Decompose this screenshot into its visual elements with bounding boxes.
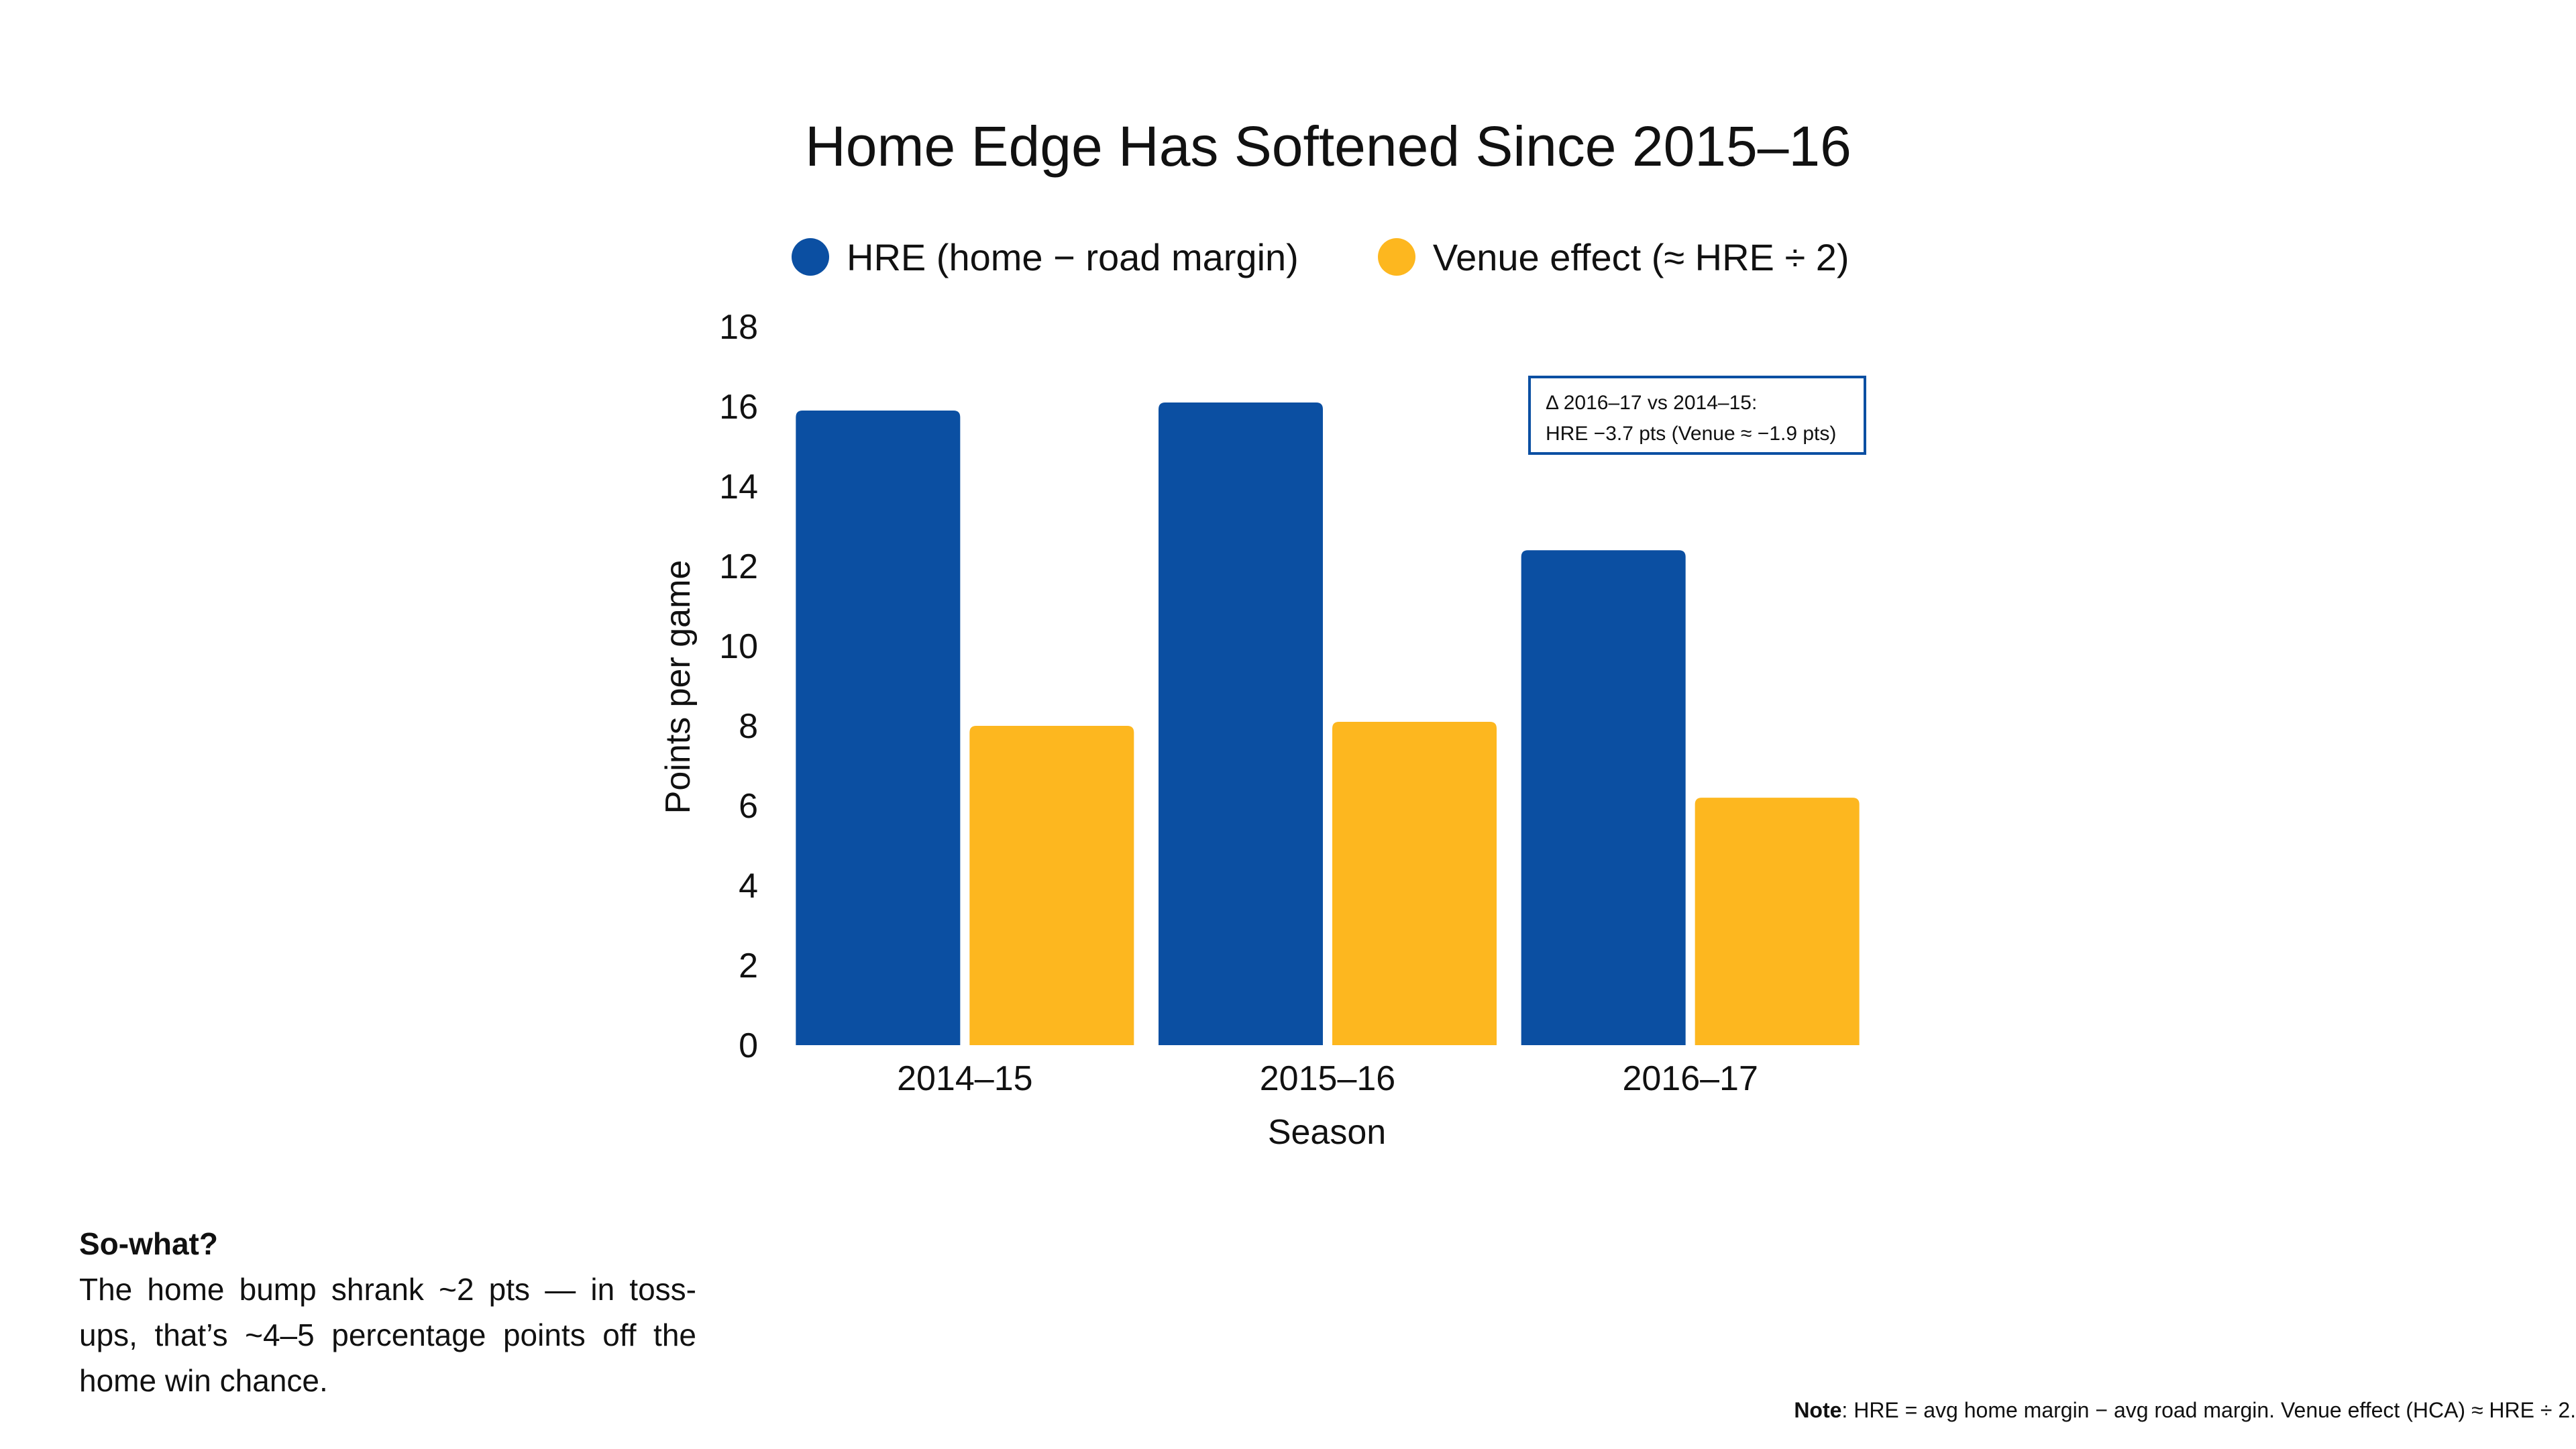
x-tick-label: 2015–16 [1260, 1059, 1395, 1098]
bar-hre-1 [796, 410, 961, 1045]
footnote-text: : HRE = avg home margin − avg road margi… [1841, 1398, 2576, 1422]
footnote-label: Note [1794, 1398, 1842, 1422]
legend-item-hre: HRE (home − road margin) [792, 235, 1299, 279]
y-tick-label: 6 [739, 787, 758, 826]
x-tick-label: 2016–17 [1622, 1059, 1758, 1098]
bar-venue-2 [1332, 722, 1497, 1045]
y-axis-ticks: 0 2 4 6 8 10 12 14 16 18 [719, 308, 758, 1065]
so-what-panel: So-what? The home bump shrank ~2 pts — i… [79, 1221, 696, 1403]
y-tick-label: 10 [719, 627, 758, 666]
annotation-line-1: Δ 2016–17 vs 2014–15: [1546, 392, 1758, 414]
x-axis-ticks: 2014–15 2015–16 2016–17 [897, 1059, 1758, 1098]
legend-marker-hre [792, 238, 829, 276]
bar-venue-3 [1695, 798, 1860, 1045]
legend-marker-venue [1377, 238, 1415, 276]
footnote: Note: HRE = avg home margin − avg road m… [1794, 1398, 2576, 1423]
y-tick-label: 12 [719, 547, 758, 586]
legend-label-hre: HRE (home − road margin) [847, 235, 1299, 278]
legend: HRE (home − road margin) Venue effect (≈… [792, 233, 1929, 280]
bar-hre-2 [1159, 402, 1323, 1045]
delta-annotation: Δ 2016–17 vs 2014–15: HRE −3.7 pts (Venu… [1528, 376, 1866, 455]
legend-label-venue: Venue effect (≈ HRE ÷ 2) [1432, 235, 1849, 278]
y-tick-label: 16 [719, 388, 758, 427]
bars [796, 402, 1860, 1045]
y-tick-label: 18 [719, 308, 758, 347]
bar-hre-3 [1521, 550, 1686, 1045]
so-what-body: The home bump shrank ~2 pts — in toss-up… [79, 1272, 696, 1398]
y-tick-label: 0 [739, 1026, 758, 1065]
chart-title: Home Edge Has Softened Since 2015–16 [805, 115, 1851, 178]
y-axis-label: Points per game [659, 560, 698, 814]
x-axis-label: Season [1268, 1113, 1386, 1152]
legend-item-venue: Venue effect (≈ HRE ÷ 2) [1377, 235, 1849, 279]
x-tick-label: 2014–15 [897, 1059, 1032, 1098]
y-tick-label: 8 [739, 707, 758, 746]
annotation-line-2: HRE −3.7 pts (Venue ≈ −1.9 pts) [1546, 423, 1837, 445]
y-tick-label: 14 [719, 468, 758, 506]
y-tick-label: 2 [739, 947, 758, 985]
so-what-heading: So-what? [79, 1226, 218, 1261]
y-tick-label: 4 [739, 867, 758, 906]
bar-venue-1 [969, 726, 1134, 1045]
